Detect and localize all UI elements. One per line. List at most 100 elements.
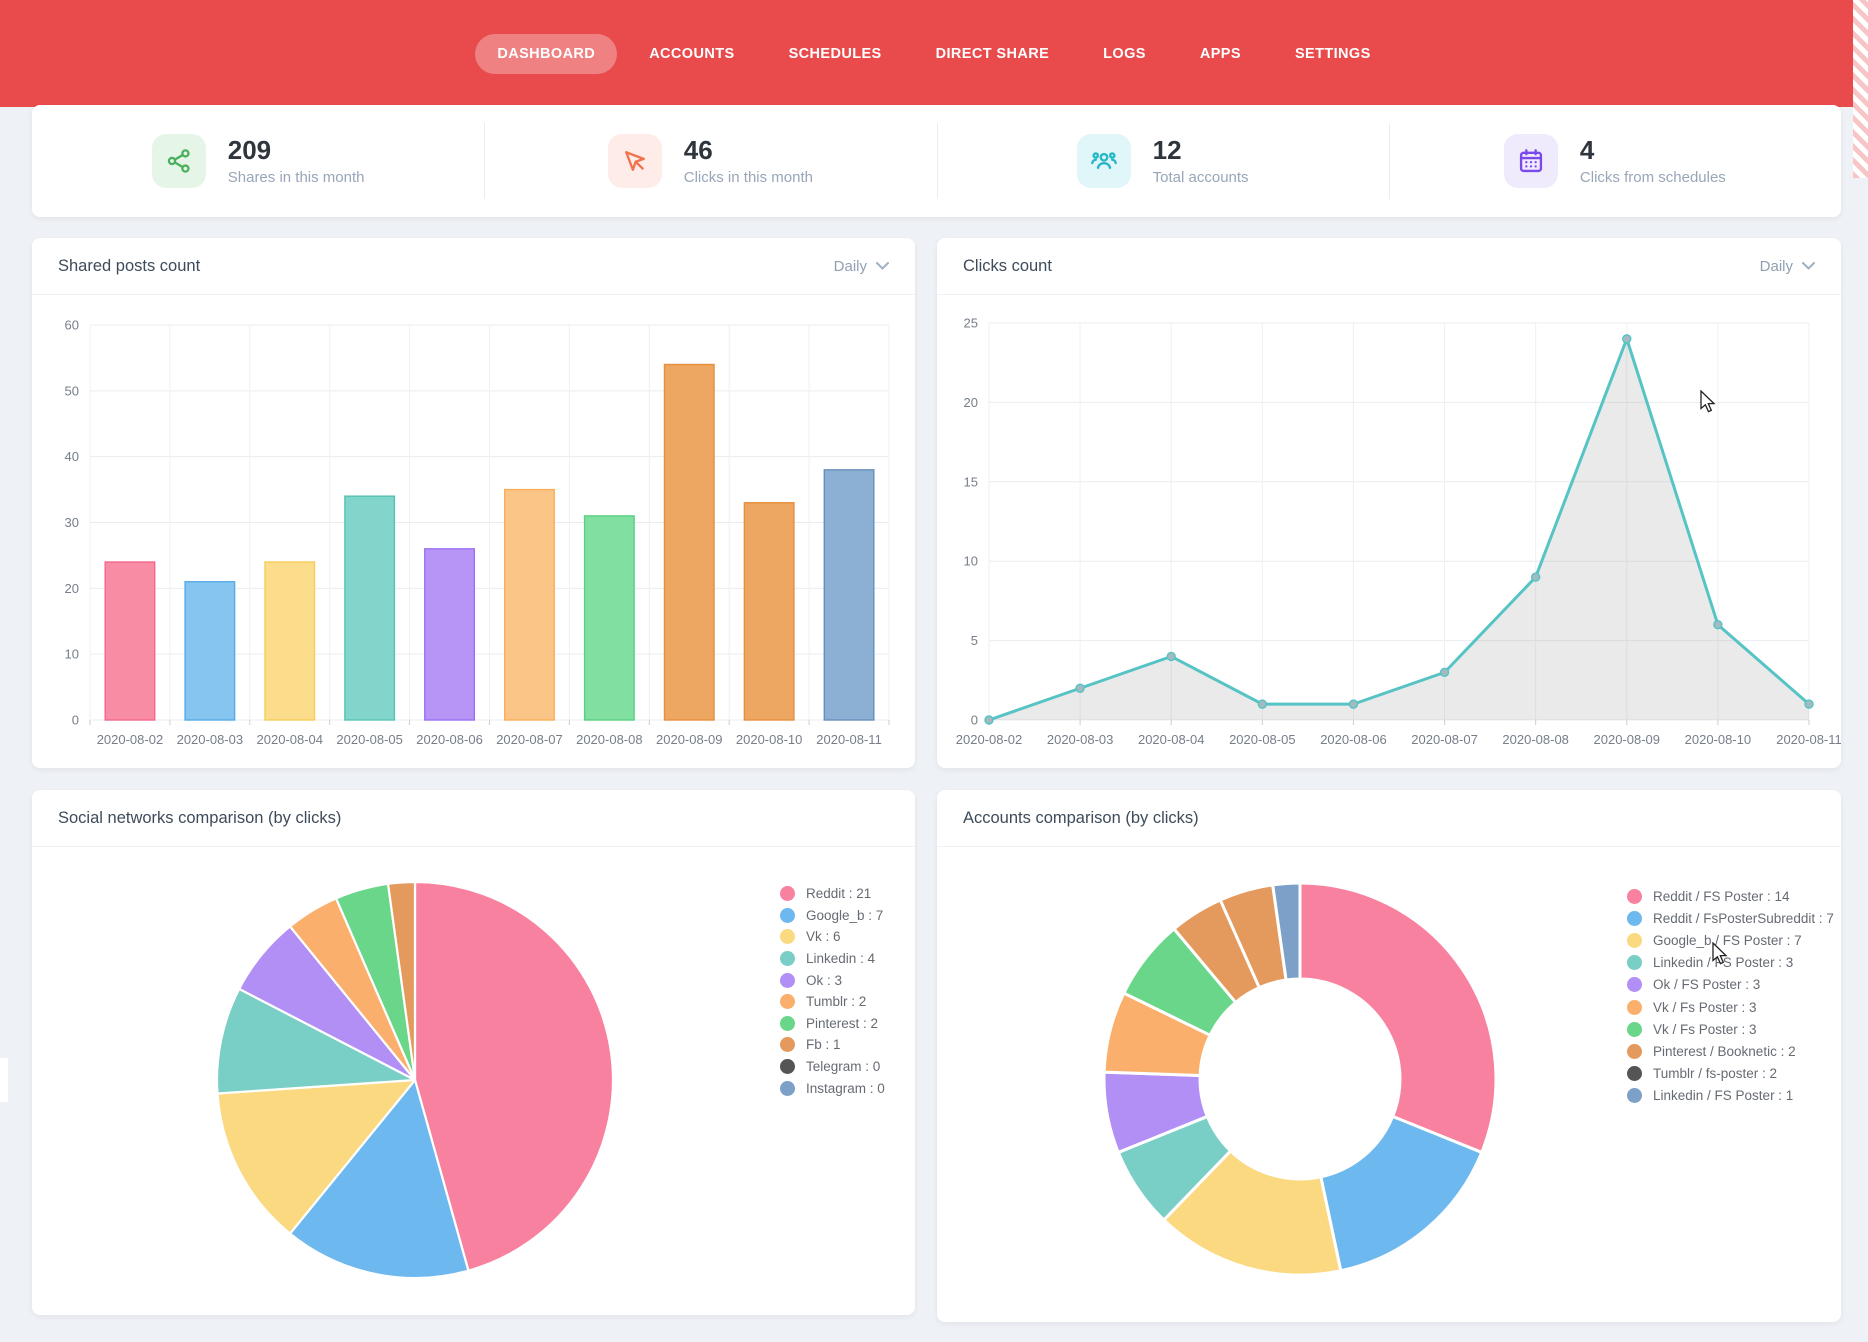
slice-google-b: [288, 1078, 470, 1280]
slice-google-b-fs-poster: [1162, 1149, 1343, 1277]
legend-item-google-b[interactable]: Google_b : 7: [780, 905, 885, 927]
legend-label: Linkedin / FS Poster : 1: [1653, 1088, 1794, 1104]
accounts-comparison-card: Accounts comparison (by clicks) Reddit /…: [937, 790, 1841, 1322]
nav-item-logs[interactable]: LOGS: [1103, 45, 1146, 62]
legend-item-telegram[interactable]: Telegram : 0: [780, 1056, 885, 1078]
legend-color-dot: [780, 951, 795, 967]
shared-posts-card: Shared posts count Daily 0 10 20 30 40 50 60 20…: [32, 238, 915, 768]
bar-2020-08-09: [663, 363, 715, 721]
legend-color-dot: [1627, 910, 1642, 926]
legend-label: Fb : 1: [806, 1037, 841, 1053]
legend-color-dot: [780, 907, 795, 923]
legend-item-pinterest-booknetic[interactable]: Pinterest / Booknetic : 2: [1627, 1040, 1834, 1062]
legend-item-tumblr-fs-poster[interactable]: Tumblr / fs-poster : 2: [1627, 1063, 1834, 1085]
legend-item-fb[interactable]: Fb : 1: [780, 1034, 885, 1056]
legend-label: Reddit / FsPosterSubreddit : 7: [1653, 910, 1834, 926]
social-networks-card-header: Social networks comparison (by clicks): [32, 790, 915, 847]
shared-posts-range-dropdown[interactable]: Daily: [834, 258, 889, 275]
svg-text:2020-08-06: 2020-08-06: [416, 732, 483, 747]
clicks-count-range-dropdown[interactable]: Daily: [1760, 258, 1815, 275]
legend-label: Tumblr : 2: [806, 994, 867, 1010]
legend-label: Ok / FS Poster : 3: [1653, 977, 1761, 993]
shared-posts-title: Shared posts count: [58, 256, 201, 275]
nav-item-dashboard[interactable]: DASHBOARD: [475, 33, 618, 74]
bar-2020-08-03: [184, 581, 236, 721]
legend-color-dot: [780, 972, 795, 988]
legend-label: Google_b : 7: [806, 907, 884, 923]
legend-item-linkedin-fs-poster[interactable]: Linkedin / FS Poster : 3: [1627, 952, 1834, 974]
nav-item-schedules[interactable]: SCHEDULES: [788, 45, 882, 62]
legend-item-google-b-fs-poster[interactable]: Google_b / FS Poster : 7: [1627, 929, 1834, 951]
line-point-2020-08-08: [1530, 572, 1541, 582]
users-icon: [1076, 134, 1131, 188]
bar-2020-08-06: [424, 548, 476, 721]
slice-reddit: [413, 880, 615, 1272]
svg-text:2020-08-07: 2020-08-07: [1411, 732, 1478, 747]
svg-text:0: 0: [72, 713, 79, 728]
svg-text:40: 40: [65, 449, 79, 464]
slice-linkedin-fs-poster: [1271, 881, 1302, 982]
pie-chart-canvas: [215, 880, 615, 1280]
legend-item-vk[interactable]: Vk : 6: [780, 926, 885, 948]
legend-label: Google_b / FS Poster : 7: [1653, 932, 1802, 948]
legend-item-ok-fs-poster[interactable]: Ok / FS Poster : 3: [1627, 974, 1834, 996]
legend-label: Linkedin : 4: [806, 951, 876, 967]
bar-2020-08-05: [344, 495, 396, 721]
svg-text:60: 60: [65, 318, 79, 333]
legend-item-linkedin-fs-poster[interactable]: Linkedin / FS Poster : 1: [1627, 1085, 1834, 1107]
legend-item-reddit-fs-poster[interactable]: Reddit / FS Poster : 14: [1627, 885, 1834, 907]
stat-value: 12: [1152, 134, 1182, 165]
line-point-2020-08-09: [1622, 334, 1632, 344]
legend-item-vk-fs-poster[interactable]: Vk / Fs Poster : 3: [1627, 1018, 1834, 1040]
legend-item-pinterest[interactable]: Pinterest : 2: [780, 1013, 885, 1035]
line-point-2020-08-03: [1075, 683, 1085, 693]
line-chart-canvas: 0 5 10 15 20 25 2020-08-02 2020-08-03 2020-08-04…: [956, 316, 1842, 748]
legend-item-tumblr[interactable]: Tumblr : 2: [780, 991, 885, 1013]
legend-item-reddit[interactable]: Reddit : 21: [780, 883, 885, 905]
legend-item-linkedin[interactable]: Linkedin : 4: [780, 948, 885, 970]
bar-2020-08-07: [503, 488, 555, 721]
donut-chart-canvas: [1102, 881, 1498, 1277]
svg-text:2020-08-08: 2020-08-08: [1502, 732, 1569, 747]
nav-item-apps[interactable]: APPS: [1199, 45, 1241, 62]
stat-clicks-from-schedules: 4 Clicks from schedules: [1388, 105, 1841, 217]
social-networks-title: Social networks comparison (by clicks): [58, 808, 342, 827]
legend-item-reddit-fspostersubreddit[interactable]: Reddit / FsPosterSubreddit : 7: [1627, 907, 1834, 929]
shared-posts-card-header: Shared posts count Daily: [32, 238, 915, 295]
svg-text:2020-08-11: 2020-08-11: [816, 732, 882, 747]
svg-text:2020-08-08: 2020-08-08: [576, 732, 643, 747]
svg-text:10: 10: [65, 647, 79, 662]
stat-shares-in-this-month: 209 Shares in this month: [32, 105, 484, 217]
chevron-down-icon: [876, 262, 889, 270]
legend-item-vk-fs-poster[interactable]: Vk / Fs Poster : 3: [1627, 996, 1834, 1018]
legend-item-instagram[interactable]: Instagram : 0: [780, 1077, 885, 1099]
legend-color-dot: [780, 929, 795, 945]
svg-text:2020-08-04: 2020-08-04: [1138, 732, 1205, 747]
legend-color-dot: [1627, 1021, 1642, 1037]
legend-color-dot: [1627, 999, 1642, 1015]
svg-text:2020-08-10: 2020-08-10: [1685, 732, 1752, 747]
nav-item-accounts[interactable]: ACCOUNTS: [649, 45, 735, 62]
nav-item-settings[interactable]: SETTINGS: [1294, 45, 1371, 62]
legend-item-ok[interactable]: Ok : 3: [780, 969, 885, 991]
svg-text:2020-08-05: 2020-08-05: [336, 732, 403, 747]
stat-total-accounts: 12 Total accounts: [936, 105, 1389, 217]
stat-value: 46: [683, 134, 713, 165]
svg-text:2020-08-09: 2020-08-09: [656, 732, 723, 747]
accounts-comparison-card-body: Reddit / FS Poster : 14 Reddit / FsPoster…: [937, 847, 1841, 1327]
slice-reddit-fs-poster: [1298, 881, 1498, 1154]
svg-text:2020-08-04: 2020-08-04: [257, 732, 324, 747]
svg-text:15: 15: [964, 474, 978, 489]
line-point-2020-08-10: [1713, 620, 1723, 630]
slice-fb: [386, 880, 417, 1082]
share-icon: [151, 134, 206, 188]
pie-chart-legend: Reddit : 21 Google_b : 7 Vk : 6 Linkedin : …: [780, 883, 885, 1099]
legend-label: Vk / Fs Poster : 3: [1653, 1021, 1757, 1037]
legend-color-dot: [1627, 888, 1642, 904]
nav-item-direct-share[interactable]: DIRECT SHARE: [935, 45, 1050, 62]
line-point-2020-08-02: [984, 715, 994, 725]
legend-label: Pinterest : 2: [806, 1015, 879, 1031]
stat-label: Clicks from schedules: [1579, 169, 1726, 187]
clicks-count-card-body: 0 5 10 15 20 25 2020-08-02 2020-08-03 2020-08-04…: [937, 295, 1842, 770]
